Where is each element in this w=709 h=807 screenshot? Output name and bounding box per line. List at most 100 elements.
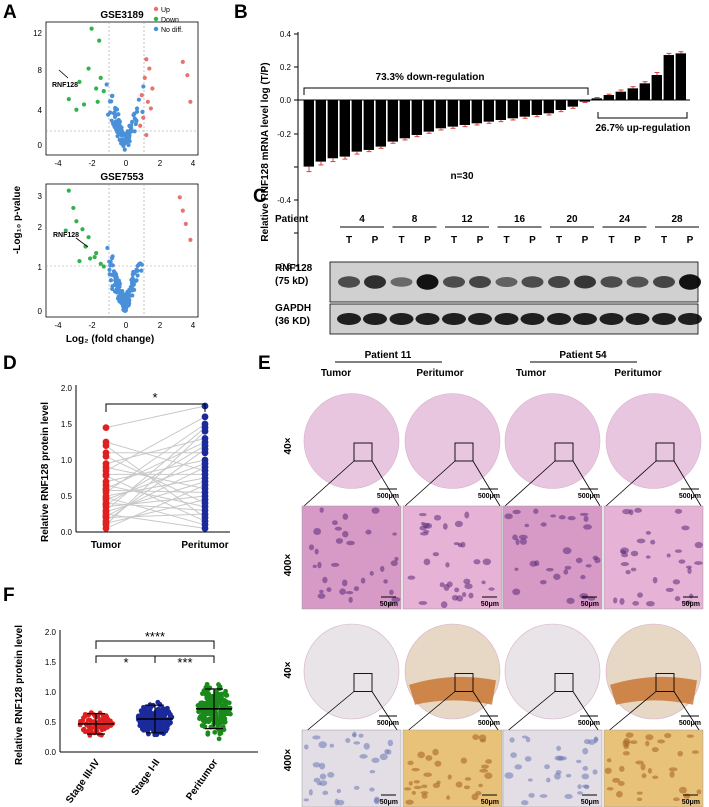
pair-line: [105, 496, 206, 526]
zoom-line: [404, 460, 456, 507]
group-point: [165, 709, 171, 715]
cell-nucleus: [582, 747, 589, 755]
tissue-core: [605, 393, 702, 489]
rnf128-band: [521, 276, 544, 288]
cell-nucleus: [352, 733, 357, 737]
patient-number: 16: [514, 214, 526, 225]
volcano-point-nodiff: [107, 259, 112, 264]
pair-line: [105, 513, 206, 529]
bar: [591, 98, 602, 100]
ytick: 4: [38, 106, 43, 115]
cell-nucleus: [556, 745, 562, 751]
cell-nucleus: [348, 596, 353, 603]
cell-nucleus: [421, 793, 428, 799]
bar: [567, 100, 578, 107]
cell-nucleus: [394, 556, 399, 562]
cell-nucleus: [558, 515, 566, 520]
panel-label-e: E: [258, 353, 271, 374]
volcano-point-nodiff: [107, 267, 112, 272]
zoom-line: [605, 460, 657, 507]
cell-nucleus: [317, 593, 326, 599]
cell-nucleus: [641, 773, 647, 779]
cell-nucleus: [554, 772, 561, 780]
patient-number: 8: [412, 214, 418, 225]
group-point: [207, 696, 213, 702]
cell-nucleus: [563, 569, 569, 575]
ihc-stain-band: [409, 676, 496, 705]
cell-nucleus: [681, 525, 690, 531]
cell-nucleus: [468, 592, 474, 599]
lane-p-label: P: [634, 235, 641, 246]
volcano-point-nodiff: [109, 118, 114, 123]
cell-nucleus: [689, 593, 694, 599]
cell-nucleus: [625, 732, 634, 738]
rnf128-kd: (75 kD): [275, 276, 308, 287]
cell-nucleus: [389, 589, 394, 596]
volcano-point-nodiff: [140, 109, 145, 114]
bar: [411, 100, 422, 135]
cell-nucleus: [519, 538, 527, 545]
cell-nucleus: [475, 790, 482, 796]
cell-nucleus: [514, 567, 519, 571]
gapdh-kd: (36 KD): [275, 316, 310, 327]
volcano-top-points: [66, 26, 193, 152]
cell-nucleus: [336, 788, 342, 794]
ytick: -0.2: [277, 130, 291, 139]
cell-nucleus: [619, 597, 625, 605]
gapdh-band: [337, 313, 361, 325]
bar: [351, 100, 362, 152]
volcano-bottom-annotation: RNF128: [53, 232, 79, 239]
volcano-point-nodiff: [117, 137, 122, 142]
scale-500: 500μm: [478, 720, 500, 727]
group-point: [216, 736, 222, 742]
group-point: [202, 715, 208, 721]
group-point: [204, 681, 210, 687]
cell-nucleus: [312, 735, 321, 740]
cell-nucleus: [652, 576, 658, 584]
tissue-core: [605, 623, 702, 720]
volcano-point-nodiff: [112, 114, 118, 119]
panelD-points: [102, 402, 209, 532]
cell-nucleus: [432, 748, 439, 756]
xtick-stage-i-ii: Stage I-II: [130, 757, 163, 798]
group-point: [208, 711, 214, 717]
volcano-point-up: [150, 86, 155, 91]
rnf128-label: RNF128: [275, 263, 313, 274]
volcano-point-nodiff: [116, 112, 121, 117]
cell-nucleus: [403, 787, 412, 791]
scale-50: 50μm: [380, 799, 398, 806]
cell-nucleus: [645, 740, 650, 747]
tissue-core: [303, 393, 400, 489]
zoom-line: [303, 460, 355, 507]
cell-nucleus: [463, 578, 471, 585]
group-point: [152, 732, 158, 738]
group-point: [99, 727, 105, 733]
cell-nucleus: [645, 734, 654, 741]
zoom-line: [572, 691, 601, 734]
volcano-point-up: [185, 73, 190, 78]
cell-nucleus: [625, 569, 631, 575]
cell-nucleus: [353, 586, 360, 592]
cell-nucleus: [413, 780, 421, 784]
tissue-core: [404, 623, 501, 720]
cell-nucleus: [319, 507, 324, 513]
cell-nucleus: [326, 587, 332, 592]
volcano-point-nodiff: [110, 93, 115, 98]
scale-50: 50μm: [682, 601, 700, 608]
cell-nucleus: [524, 523, 530, 528]
ytick: 1.0: [61, 456, 73, 465]
cell-nucleus: [588, 739, 596, 745]
gapdh-band: [415, 313, 440, 325]
cell-nucleus: [392, 532, 397, 536]
histology-grid: 500μm 500μm 500μm 500μm 50μm 50μm 50μm 50μm 500μ…: [301, 382, 704, 807]
cell-nucleus: [319, 762, 326, 770]
group-point: [162, 721, 168, 727]
panelF-ylabel: Relative RNF128 protein level: [14, 625, 25, 765]
cell-nucleus: [620, 562, 630, 567]
bar: [339, 100, 350, 157]
bar: [555, 100, 566, 110]
group-point: [223, 688, 228, 694]
bar: [615, 91, 626, 100]
volcano-point-down: [87, 256, 93, 261]
zoom-box: [454, 673, 474, 692]
